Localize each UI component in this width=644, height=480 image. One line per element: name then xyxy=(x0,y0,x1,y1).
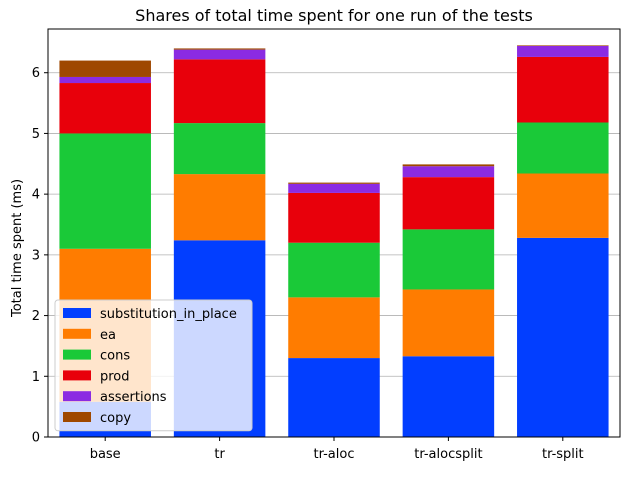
bar-tr-alocsplit-ea xyxy=(402,289,495,357)
bar-base-cons xyxy=(59,133,151,249)
bar-tr-aloc-cons xyxy=(288,242,380,298)
bar-tr-split-assertions xyxy=(517,46,609,57)
y-tick-label-2: 2 xyxy=(32,309,40,324)
bar-tr-cons xyxy=(173,123,266,175)
bar-tr-aloc-assertions xyxy=(288,183,380,193)
x-tick-label-0: base xyxy=(90,447,121,462)
bar-tr-split-prod xyxy=(517,56,609,123)
bar-tr-split-substitution_in_place xyxy=(517,237,609,437)
bar-tr-aloc-ea xyxy=(288,297,380,359)
legend-label-cons: cons xyxy=(100,349,130,364)
bar-tr-prod xyxy=(173,59,266,124)
legend-swatch-assertions xyxy=(63,391,91,402)
y-tick-label-4: 4 xyxy=(32,188,40,203)
x-axis: base tr tr-aloc tr-alocsplit tr-split xyxy=(90,437,584,462)
x-tick-label-3: tr-alocsplit xyxy=(414,447,482,462)
bar-tr-aloc-substitution_in_place xyxy=(288,358,380,437)
y-tick-label-1: 1 xyxy=(32,370,40,385)
bar-base-copy xyxy=(59,60,151,77)
chart-title: Shares of total time spent for one run o… xyxy=(135,6,533,25)
legend-label-ea: ea xyxy=(100,328,116,343)
bar-tr-split-cons xyxy=(517,122,609,174)
bar-tr-ea xyxy=(173,174,266,241)
bar-tr-copy xyxy=(173,48,266,50)
legend-label-substitution_in_place: substitution_in_place xyxy=(100,307,237,322)
bar-tr-alocsplit-assertions xyxy=(402,166,495,178)
x-tick-label-1: tr xyxy=(214,447,225,462)
x-tick-label-4: tr-split xyxy=(542,447,584,462)
bar-tr-alocsplit-copy xyxy=(402,164,495,167)
y-tick-label-0: 0 xyxy=(32,431,40,446)
y-axis-title: Total time spent (ms) xyxy=(10,179,25,318)
bar-tr-alocsplit-cons xyxy=(402,229,495,290)
y-tick-label-6: 6 xyxy=(32,66,40,81)
legend-swatch-prod xyxy=(63,370,91,381)
legend-label-prod: prod xyxy=(100,369,130,384)
bar-base-assertions xyxy=(59,76,151,84)
bar-tr-alocsplit-prod xyxy=(402,177,495,230)
legend-label-copy: copy xyxy=(100,411,131,426)
bar-tr-split-ea xyxy=(517,173,609,238)
bar-tr-aloc-copy xyxy=(288,182,380,184)
x-tick-label-2: tr-aloc xyxy=(314,447,355,462)
legend-swatch-substitution_in_place xyxy=(63,308,91,318)
bar-tr-assertions xyxy=(173,49,266,60)
legend-box xyxy=(54,299,253,432)
legend-swatch-copy xyxy=(63,412,91,422)
bar-tr-alocsplit-substitution_in_place xyxy=(402,356,495,437)
y-tick-label-3: 3 xyxy=(32,248,40,263)
y-tick-label-5: 5 xyxy=(32,127,40,142)
bar-base-prod xyxy=(59,83,151,134)
legend-swatch-cons xyxy=(63,349,91,360)
bar-tr-split-copy xyxy=(517,45,609,46)
y-axis: 0 1 2 3 4 5 6 xyxy=(32,66,48,446)
legend-label-assertions: assertions xyxy=(100,390,167,405)
legend-swatch-ea xyxy=(63,328,91,339)
bar-tr-aloc-prod xyxy=(288,192,380,243)
